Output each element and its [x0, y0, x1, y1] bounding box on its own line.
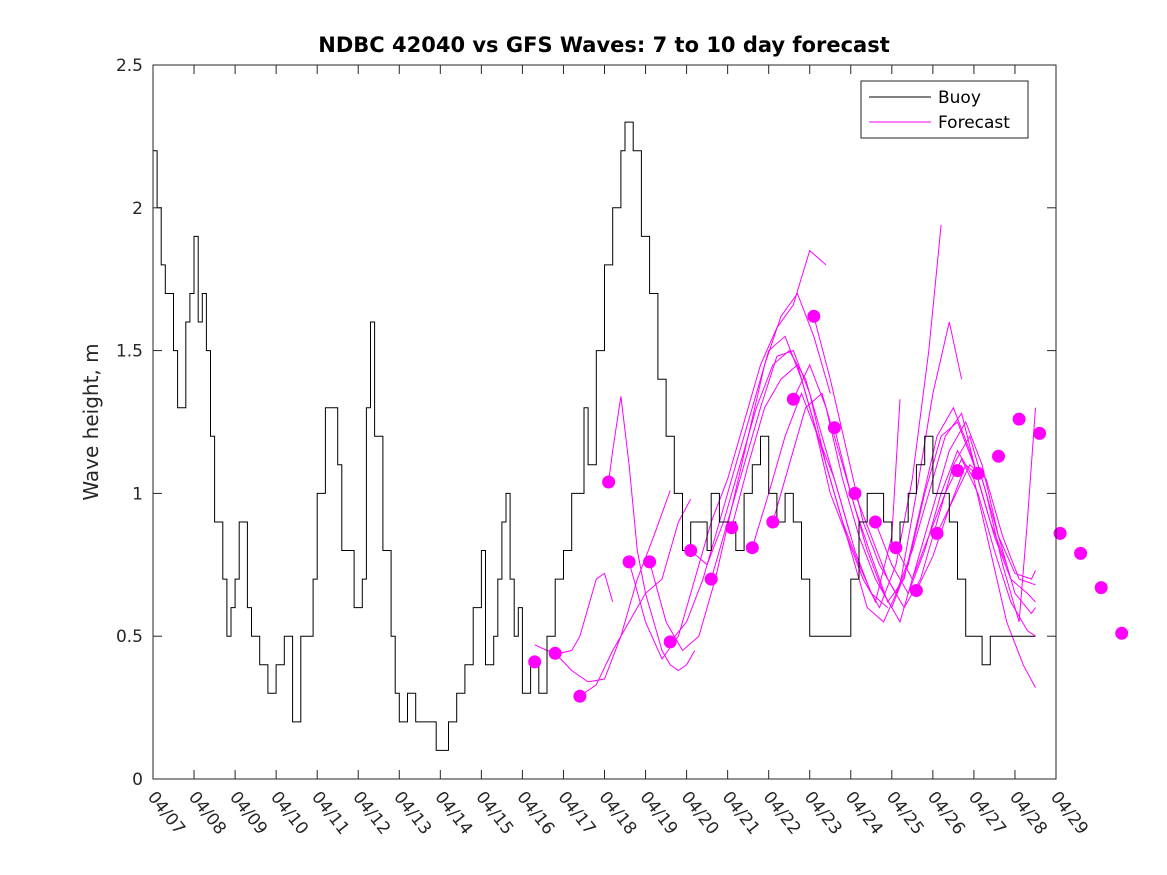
forecast-line-2 — [579, 498, 692, 697]
forecast-point-26 — [1074, 546, 1088, 560]
y-tick-label-4: 2 — [132, 199, 143, 219]
forecast-point-15 — [848, 486, 862, 500]
forecast-line-11 — [772, 392, 987, 603]
forecast-line-3 — [608, 396, 696, 672]
forecast-line-1 — [554, 490, 671, 683]
forecast-point-17 — [889, 541, 903, 555]
forecast-point-13 — [807, 309, 821, 323]
forecast-point-22 — [992, 449, 1005, 463]
y-axis-label: Wave height, m — [79, 343, 103, 500]
forecast-point-0 — [528, 655, 542, 669]
forecast-point-1 — [548, 646, 562, 660]
forecast-line-18 — [915, 463, 1036, 615]
y-tick-label-3: 1.5 — [116, 342, 143, 362]
forecast-line-19 — [936, 463, 1036, 586]
forecast-point-21 — [971, 466, 985, 480]
forecast-point-7 — [684, 544, 698, 557]
forecast-point-8 — [704, 572, 718, 586]
forecast-point-12 — [786, 392, 800, 406]
forecast-point-18 — [909, 584, 923, 597]
y-tick-label-5: 2.5 — [116, 56, 143, 76]
legend-buoy-label: Buoy — [938, 88, 981, 108]
forecast-point-10 — [745, 541, 759, 555]
forecast-line-5 — [649, 292, 831, 652]
y-tick-label-2: 1 — [132, 484, 143, 504]
forecast-line-15 — [854, 407, 1036, 623]
forecast-line-17 — [895, 457, 1036, 637]
forecast-line-12 — [792, 363, 1008, 609]
forecast-point-3 — [602, 475, 616, 489]
forecast-point-14 — [827, 421, 841, 435]
forecast-point-24 — [1033, 426, 1047, 440]
forecast-point-27 — [1094, 581, 1108, 595]
forecast-point-5 — [643, 555, 657, 569]
legend-forecast-label: Forecast — [938, 113, 1010, 133]
forecast-point-28 — [1115, 626, 1129, 640]
forecast-line-13 — [813, 316, 1036, 603]
forecast-point-19 — [930, 526, 944, 540]
forecast-line-8 — [710, 349, 901, 604]
forecast-line-6 — [669, 335, 852, 643]
plot-area — [153, 121, 1129, 751]
forecast-line-4 — [628, 249, 827, 660]
legend-box — [860, 80, 1029, 139]
forecast-point-16 — [868, 515, 882, 529]
forecast-point-20 — [951, 464, 964, 478]
y-tick-label-1: 0.5 — [116, 627, 143, 647]
forecast-point-11 — [766, 515, 780, 529]
forecast-point-23 — [1012, 412, 1026, 426]
forecast-point-4 — [622, 555, 636, 569]
forecast-point-6 — [663, 635, 677, 649]
forecast-point-9 — [725, 521, 739, 535]
forecast-point-25 — [1053, 526, 1067, 540]
forecast-line-14 — [833, 420, 1036, 624]
legend: Buoy Forecast — [860, 80, 1029, 139]
forecast-point-2 — [573, 689, 587, 703]
chart-title: NDBC 42040 vs GFS Waves: 7 to 10 day for… — [318, 33, 889, 57]
buoy-line — [153, 121, 1036, 751]
y-tick-label-0: 0 — [132, 770, 143, 790]
